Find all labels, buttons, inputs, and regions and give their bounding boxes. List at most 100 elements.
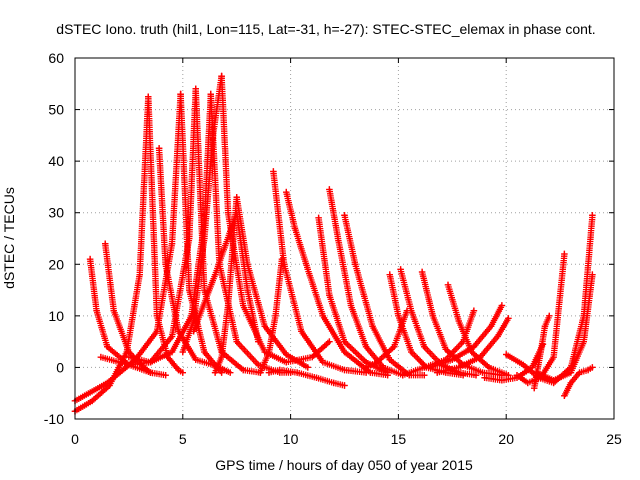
data-point: [147, 369, 154, 376]
series-19: [315, 214, 391, 376]
data-points: [71, 72, 596, 415]
y-tick-label: 10: [48, 308, 64, 324]
data-point: [315, 214, 322, 222]
data-point: [434, 369, 441, 376]
data-point: [265, 369, 273, 376]
data-point: [304, 266, 311, 273]
data-point: [326, 292, 333, 299]
data-point: [408, 307, 415, 314]
data-point: [513, 372, 521, 379]
data-point: [233, 338, 240, 345]
data-point: [283, 359, 290, 366]
data-point: [347, 302, 355, 309]
data-point: [442, 346, 449, 353]
data-point: [455, 364, 462, 371]
series-33: [533, 271, 596, 384]
series-18: [283, 188, 391, 379]
data-point: [524, 379, 531, 387]
data-point: [153, 328, 161, 335]
data-point: [313, 374, 320, 381]
series-17: [270, 168, 370, 376]
data-point: [224, 302, 232, 309]
data-point: [421, 343, 428, 350]
series-21: [341, 212, 428, 379]
data-point: [546, 312, 553, 320]
data-point: [255, 338, 262, 345]
data-point: [136, 271, 143, 278]
data-point: [209, 361, 217, 369]
data-point: [421, 364, 428, 371]
data-point: [201, 348, 208, 356]
data-point: [227, 369, 234, 376]
data-point: [494, 333, 501, 340]
data-point: [390, 343, 398, 350]
x-tick-label: 0: [71, 431, 79, 447]
data-point: [175, 366, 182, 374]
y-tick-label: 20: [48, 256, 64, 272]
data-point: [233, 209, 240, 216]
data-point: [341, 366, 348, 374]
data-point: [102, 240, 109, 247]
data-point: [291, 225, 299, 232]
data-point: [369, 323, 376, 330]
data-point: [459, 338, 467, 345]
data-point: [589, 271, 596, 278]
data-point: [155, 145, 163, 152]
plot-frame: [74, 57, 615, 420]
y-tick-label: -10: [44, 411, 64, 427]
data-point: [330, 379, 337, 387]
series-32: [503, 212, 596, 387]
data-point: [110, 307, 117, 314]
data-point: [386, 271, 393, 278]
data-point: [505, 315, 512, 322]
data-point: [190, 328, 197, 335]
data-point: [567, 379, 575, 387]
data-point: [485, 364, 493, 371]
data-point: [86, 255, 94, 263]
data-point: [168, 240, 176, 247]
data-point: [380, 364, 387, 371]
data-point: [367, 369, 374, 376]
chart-title: dSTEC Iono. truth (hil1, Lon=115, Lat=-3…: [56, 21, 595, 37]
data-point: [537, 348, 544, 356]
data-point: [319, 359, 327, 366]
data-point: [550, 353, 557, 361]
x-tick-label: 10: [283, 431, 299, 447]
data-point: [341, 212, 348, 219]
data-point: [162, 372, 169, 379]
data-point: [309, 353, 316, 361]
data-point: [498, 377, 506, 384]
data-point: [224, 209, 232, 216]
data-point: [561, 250, 568, 258]
data-point: [408, 348, 415, 356]
data-point: [584, 366, 592, 374]
y-tick-label: 50: [48, 102, 64, 118]
data-point: [470, 307, 478, 314]
data-point: [481, 374, 488, 381]
data-point: [192, 356, 199, 363]
data-point: [240, 302, 247, 309]
y-tick-label: 40: [48, 153, 64, 169]
data-point: [207, 90, 214, 98]
series-15: [265, 366, 348, 389]
data-point: [211, 271, 219, 278]
data-point: [276, 366, 283, 374]
data-point: [125, 353, 133, 361]
data-point: [319, 312, 327, 320]
series-14: [190, 209, 262, 345]
data-point: [280, 261, 288, 268]
data-point: [341, 382, 348, 389]
data-point: [397, 266, 404, 273]
data-point-markers: [503, 212, 596, 387]
data-point: [589, 212, 596, 219]
data-point: [179, 348, 186, 356]
data-point: [265, 348, 273, 356]
x-tick-label: 25: [606, 431, 622, 447]
data-point: [304, 364, 311, 371]
x-tick-label: 20: [498, 431, 514, 447]
data-point: [201, 286, 208, 294]
data-point: [218, 72, 225, 80]
x-tick-label: 5: [179, 431, 187, 447]
data-point: [211, 369, 219, 376]
y-tick-label: 60: [48, 50, 64, 66]
